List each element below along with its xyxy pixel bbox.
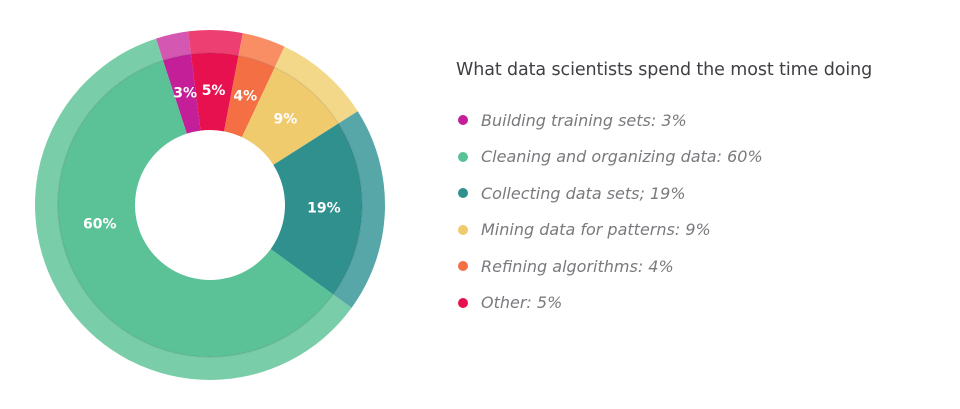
legend-dot-icon [458,297,468,308]
legend-dot-icon [458,224,468,235]
chart-legend: What data scientists spend the most time… [456,60,936,321]
legend-item-cleaning-organizing-data: Cleaning and organizing data: 60% [456,139,936,176]
legend-item-mining-data-patterns: Mining data for patterns: 9% [456,212,936,249]
legend-label: Mining data for patterns: 9% [481,220,711,240]
slice-label-building-training-sets: 3% [173,86,197,102]
slice-outer-other [188,29,243,56]
slice-collecting-data-sets [270,123,362,295]
legend-label: Other: 5% [481,293,563,313]
slice-building-training-sets [163,54,201,134]
slice-label-other: 5% [202,83,226,99]
legend-dot-icon [458,261,468,272]
legend-label: Cleaning and organizing data: 60% [481,147,763,167]
chart-title: What data scientists spend the most time… [456,60,873,80]
legend-dot-icon [458,115,468,126]
slice-outer-refining-algorithms [238,33,285,68]
legend-item-collecting-data-sets: Collecting data sets; 19% [456,175,936,212]
legend-item-other: Other: 5% [456,285,936,322]
legend-label: Refining algorithms: 4% [481,256,674,276]
slice-label-collecting-data-sets: 19% [307,201,341,217]
slice-outer-mining-data-for-patterns [274,46,358,124]
legend-label: Collecting data sets; 19% [481,183,686,203]
slice-label-refining-algorithms: 4% [233,89,257,105]
legend-dot-icon [458,151,468,162]
slice-outer-collecting-data-sets [332,111,385,308]
legend-list: Building training sets: 3% Cleaning and … [456,102,936,321]
slice-other [190,52,239,132]
donut-chart-svg: 3% 5% 4% 9% 19% 60% [34,29,385,380]
slice-cleaning-and-organizing-data [57,60,333,358]
legend-label: Building training sets: 3% [481,110,687,130]
slice-mining-data-for-patterns [241,67,339,165]
legend-item-building-training-sets: Building training sets: 3% [456,102,936,139]
legend-item-refining-algorithms: Refining algorithms: 4% [456,248,936,285]
ring-divider [57,52,363,358]
slice-label-mining-data-for-patterns: 9% [273,111,297,127]
slice-outer-building-training-sets [155,31,191,61]
slice-refining-algorithms [224,55,275,138]
slice-label-cleaning-and-organizing-data: 60% [83,217,117,233]
donut-chart: 3% 5% 4% 9% 19% 60% [0,0,420,409]
legend-dot-icon [458,188,468,199]
